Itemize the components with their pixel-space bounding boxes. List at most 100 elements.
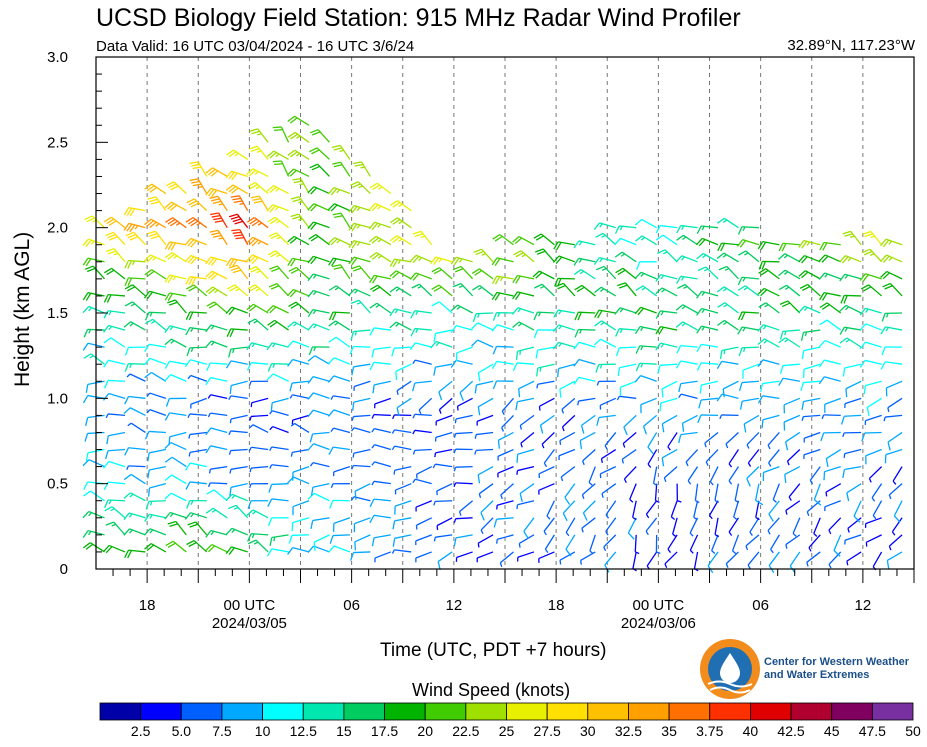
wind-barb	[185, 276, 207, 286]
barb-flag	[228, 307, 236, 316]
wind-barb	[369, 302, 392, 314]
barb-flag	[82, 342, 89, 351]
barb-staff	[108, 359, 126, 365]
barb-flag	[250, 195, 260, 199]
wind-barb	[722, 380, 739, 398]
barb-flag	[553, 309, 559, 318]
barb-staff	[271, 464, 289, 468]
wind-barb	[164, 492, 187, 502]
barb-flag	[596, 381, 600, 386]
barb-flag	[192, 183, 202, 187]
wind-barb	[187, 521, 208, 536]
barb-staff	[353, 345, 371, 348]
barb-staff	[313, 392, 330, 399]
colorbar-tick-label: 42.5	[777, 723, 804, 739]
barb-flag	[307, 309, 314, 318]
wind-barb	[512, 291, 535, 301]
barb-staff	[292, 448, 310, 454]
colorbar-tick-label: 5.0	[172, 723, 192, 739]
barb-flag	[842, 432, 845, 438]
wind-barb	[430, 340, 453, 349]
barb-flag	[191, 163, 200, 167]
barb-staff	[313, 443, 330, 451]
barb-flag	[186, 284, 195, 290]
barb-staff	[565, 517, 576, 533]
barb-flag	[149, 221, 157, 229]
barb-flag	[307, 255, 314, 264]
barb-flag	[544, 548, 549, 554]
barb-flag	[225, 527, 233, 536]
barb-flag	[167, 542, 176, 549]
barb-staff	[435, 329, 453, 335]
barb-flag	[205, 187, 212, 196]
barb-staff	[436, 483, 453, 492]
barb-staff	[519, 483, 535, 495]
barb-staff	[560, 466, 576, 478]
barb-flag	[395, 323, 400, 327]
barb-staff	[313, 492, 330, 502]
wind-barb	[228, 430, 248, 436]
barb-staff	[396, 380, 412, 392]
barb-flag	[821, 414, 825, 420]
wind-barb	[803, 431, 821, 443]
barb-flag	[720, 243, 726, 252]
wind-barb	[412, 429, 432, 435]
wind-barb	[513, 250, 535, 263]
barb-staff	[622, 431, 637, 444]
barb-flag	[800, 382, 804, 391]
wind-barb	[785, 534, 801, 549]
barb-flag	[185, 276, 191, 285]
barb-flag	[518, 388, 521, 398]
wind-barb	[725, 431, 739, 449]
barb-flag	[621, 459, 624, 464]
barb-flag	[103, 393, 110, 401]
wind-barb	[496, 500, 514, 510]
barb-flag	[155, 223, 160, 227]
wind-barb	[412, 230, 433, 246]
barb-flag	[573, 376, 580, 385]
barb-staff	[210, 376, 228, 382]
barb-staff	[394, 500, 412, 507]
barb-staff	[784, 466, 801, 476]
barb-flag	[806, 562, 809, 567]
barb-flag	[129, 529, 133, 534]
wind-barb	[352, 397, 371, 411]
barb-staff	[292, 358, 310, 365]
barb-flag	[164, 512, 171, 520]
barb-flag	[515, 351, 519, 360]
wind-barb	[247, 533, 269, 542]
wind-barb	[431, 284, 453, 297]
barb-staff	[294, 422, 310, 434]
barb-flag	[716, 252, 725, 259]
barb-flag	[307, 443, 314, 451]
barb-flag	[186, 539, 195, 546]
barb-flag	[681, 276, 685, 281]
wind-barb	[246, 254, 269, 264]
wind-barb	[860, 284, 883, 297]
wind-barb	[573, 341, 596, 350]
wind-barb	[353, 517, 371, 533]
wind-barb	[772, 483, 780, 503]
wind-barb	[813, 517, 821, 537]
barb-flag	[619, 225, 623, 231]
barb-flag	[634, 271, 642, 279]
barb-flag	[169, 220, 178, 227]
barb-flag	[574, 284, 583, 291]
barb-flag	[675, 321, 684, 328]
wind-barb	[518, 380, 535, 398]
wind-barb	[767, 432, 780, 450]
wind-barb	[124, 259, 146, 269]
barb-flag	[276, 236, 282, 240]
barb-flag	[307, 221, 314, 230]
barb-flag	[664, 563, 668, 568]
barb-flag	[681, 423, 685, 432]
barb-flag	[167, 520, 177, 525]
barb-flag	[228, 547, 235, 555]
barb-staff	[394, 465, 412, 471]
barb-flag	[146, 185, 155, 192]
barb-flag	[391, 347, 395, 357]
barb-staff	[670, 500, 678, 517]
barb-staff	[680, 380, 698, 385]
wind-barb	[164, 412, 187, 421]
wind-barb	[497, 466, 514, 478]
